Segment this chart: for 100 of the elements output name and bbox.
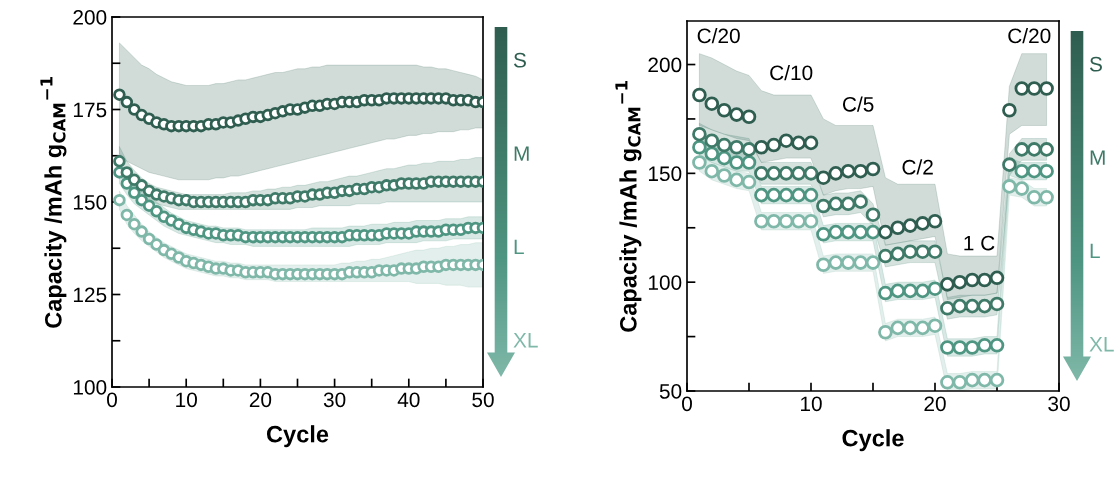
point xyxy=(778,133,794,148)
point xyxy=(915,320,930,336)
point xyxy=(716,137,732,153)
point xyxy=(853,163,868,179)
point xyxy=(952,298,968,314)
point xyxy=(1002,102,1017,118)
point xyxy=(977,372,992,388)
point xyxy=(766,137,782,153)
annotation: C/10 xyxy=(770,64,813,81)
point xyxy=(128,217,141,231)
point xyxy=(878,285,893,301)
point xyxy=(964,372,980,388)
point xyxy=(853,224,868,240)
point xyxy=(1026,81,1042,96)
point xyxy=(890,283,906,299)
point xyxy=(853,255,868,270)
point xyxy=(741,155,757,170)
point xyxy=(964,298,980,314)
point xyxy=(865,207,881,222)
point xyxy=(940,277,955,292)
point xyxy=(113,88,126,101)
point xyxy=(741,174,757,190)
point xyxy=(803,135,819,151)
point xyxy=(741,142,757,157)
point xyxy=(113,155,126,168)
point xyxy=(791,166,806,181)
point xyxy=(1014,142,1030,157)
x-tick-label: 40 xyxy=(397,392,420,408)
point xyxy=(964,340,980,355)
point xyxy=(754,166,769,181)
point xyxy=(803,187,819,203)
point xyxy=(828,196,844,212)
point xyxy=(120,95,134,109)
point xyxy=(1014,81,1030,96)
point xyxy=(754,213,769,229)
point xyxy=(816,257,831,273)
point xyxy=(803,166,819,181)
series-label: L xyxy=(514,239,524,255)
point xyxy=(915,283,930,299)
point xyxy=(741,109,757,125)
annotation: 1 C xyxy=(964,235,995,251)
point xyxy=(704,146,720,162)
point xyxy=(865,224,881,240)
point xyxy=(729,155,744,170)
annotation: C/20 xyxy=(1008,27,1051,44)
point xyxy=(890,320,906,336)
x-tick-label: 0 xyxy=(107,392,117,408)
point xyxy=(729,107,744,122)
y-tick-label: 100 xyxy=(648,275,682,290)
text: L xyxy=(1090,243,1100,259)
y-tick-label: 100 xyxy=(73,380,107,395)
point xyxy=(120,166,134,179)
y-axis-title: Capacity /mAh g$_{CAM}$$^{−1}$ xyxy=(615,81,642,332)
point xyxy=(716,168,732,183)
point xyxy=(890,246,906,262)
y-tick-label: 200 xyxy=(73,10,107,25)
point xyxy=(766,187,782,203)
point xyxy=(716,150,732,166)
x-tick-label: 0 xyxy=(682,396,692,412)
annotation: C/2 xyxy=(902,159,933,175)
x-tick-label: 20 xyxy=(924,396,946,412)
point xyxy=(692,155,707,170)
point xyxy=(828,166,844,181)
x-axis-title: Cycle xyxy=(842,429,904,452)
point xyxy=(135,225,148,238)
point xyxy=(1039,142,1054,157)
point xyxy=(878,248,893,264)
point xyxy=(816,227,831,242)
point xyxy=(878,324,893,340)
point xyxy=(902,283,918,299)
point xyxy=(1026,142,1042,157)
point xyxy=(915,244,930,259)
point xyxy=(791,135,806,151)
point xyxy=(927,213,943,229)
point xyxy=(778,187,794,203)
series-label: S xyxy=(513,52,526,68)
text: XL xyxy=(513,333,538,348)
point xyxy=(952,274,968,290)
point xyxy=(865,255,881,270)
point xyxy=(1002,179,1017,194)
point xyxy=(940,301,955,316)
x-tick-label: 10 xyxy=(176,392,197,408)
point xyxy=(120,208,134,222)
point xyxy=(927,244,943,259)
point xyxy=(1002,157,1017,172)
point xyxy=(977,338,992,353)
point xyxy=(902,320,918,336)
point xyxy=(840,255,856,270)
point xyxy=(989,296,1005,312)
y-tick-label: 175 xyxy=(73,102,107,118)
point xyxy=(840,196,856,212)
point xyxy=(704,96,720,111)
point xyxy=(791,187,806,203)
point xyxy=(940,375,955,390)
point xyxy=(692,139,707,155)
annotation: C/20 xyxy=(697,27,740,44)
point xyxy=(853,194,868,209)
point xyxy=(840,163,856,179)
point xyxy=(754,187,769,203)
y-tick-label: 200 xyxy=(648,57,682,73)
